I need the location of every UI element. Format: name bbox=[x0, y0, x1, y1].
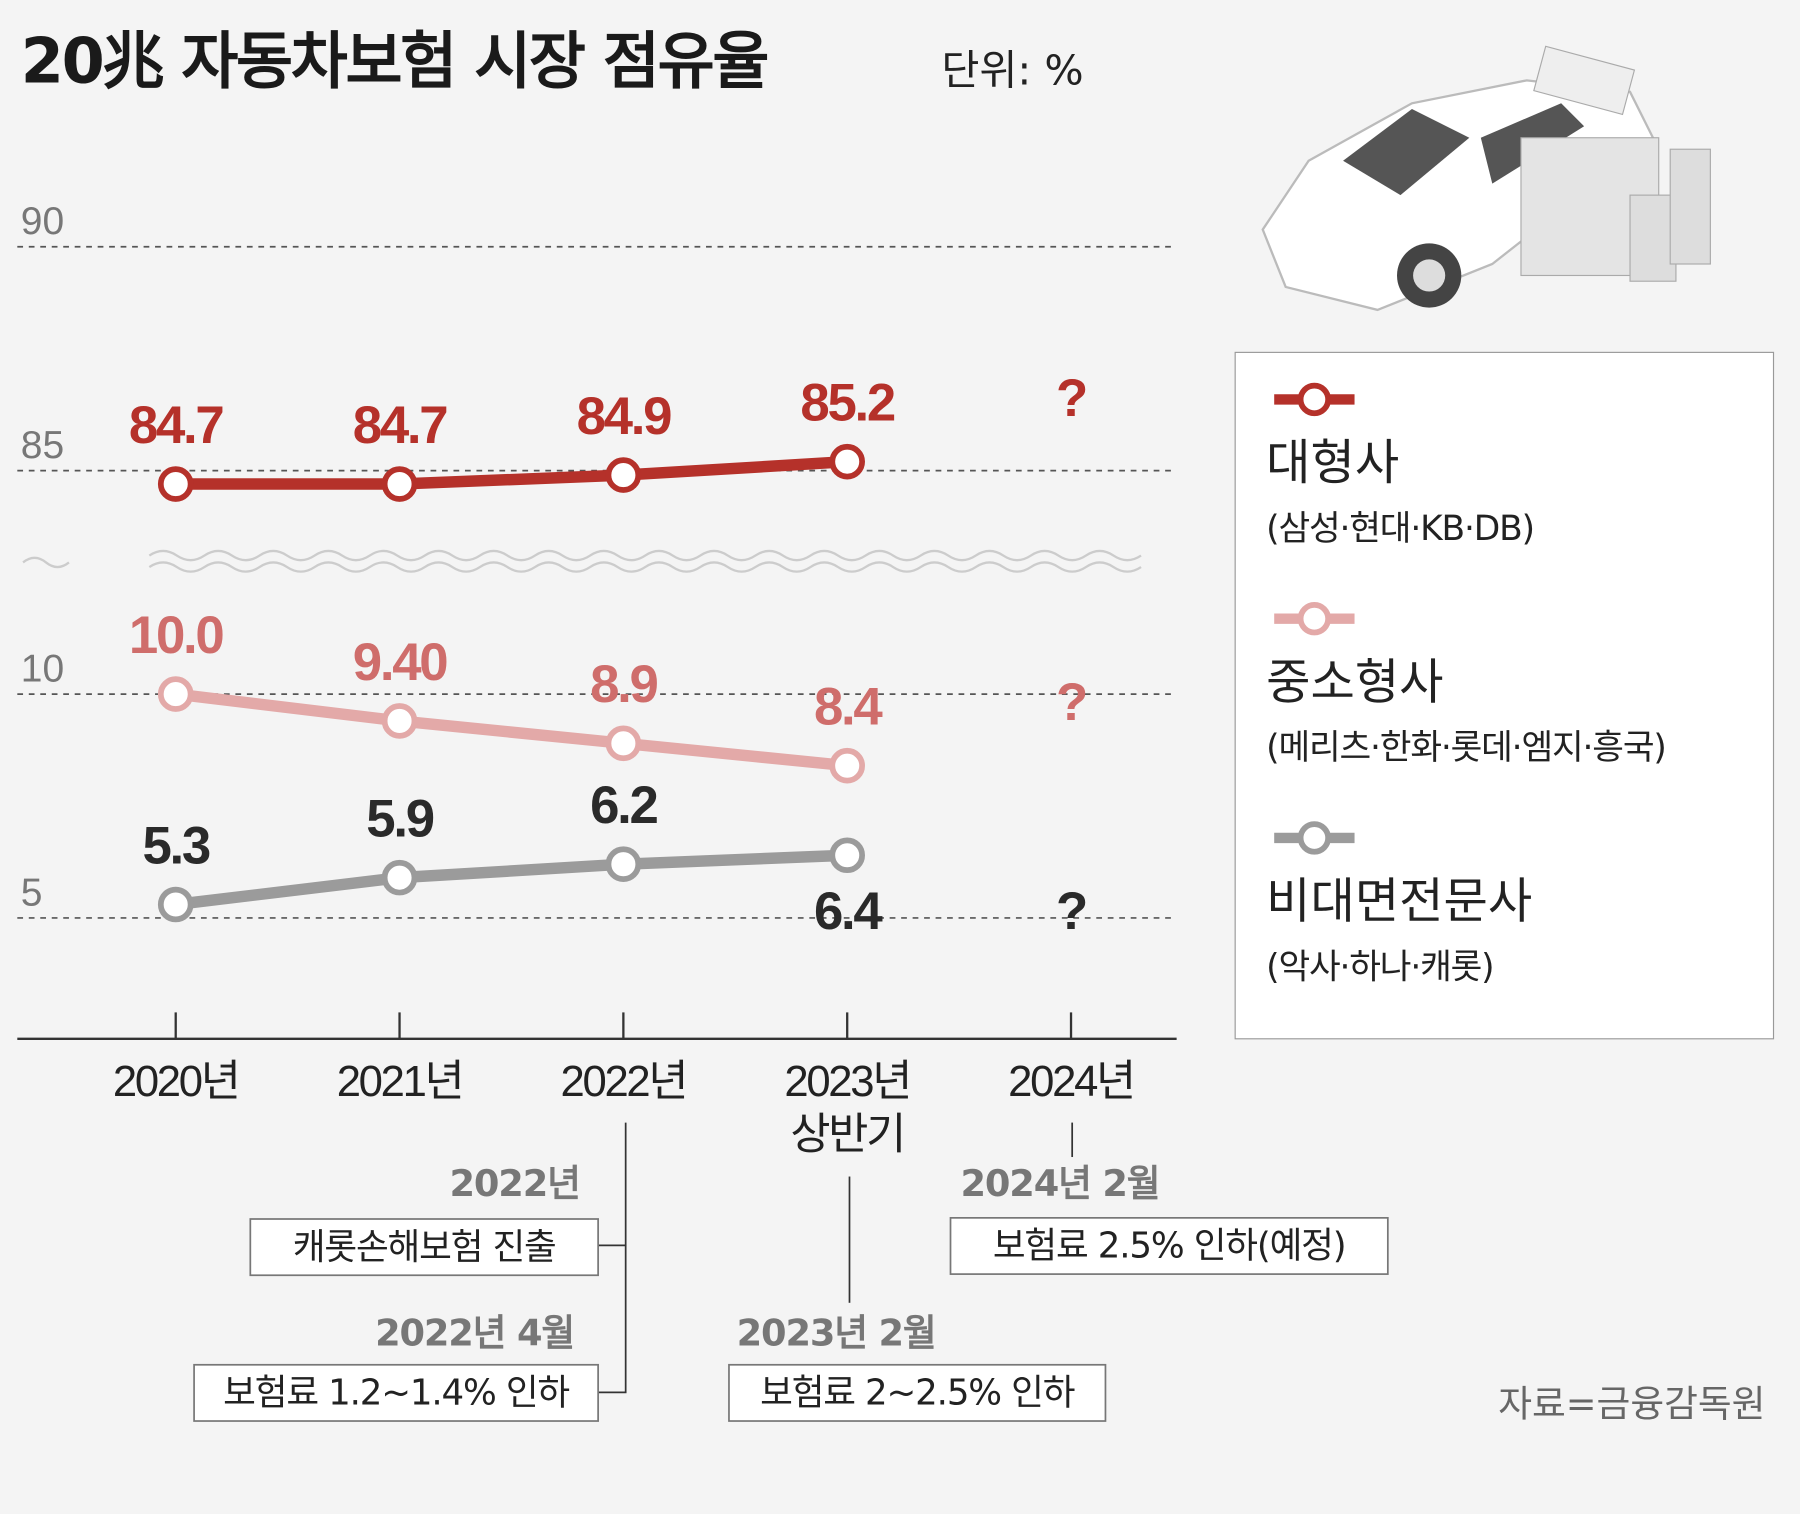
annotation-box bbox=[249, 1218, 599, 1277]
legend-members: (악사·하나·캐롯) bbox=[1266, 947, 1493, 987]
legend-name: 비대면전문사 bbox=[1266, 873, 1532, 929]
annotation-box bbox=[728, 1363, 1107, 1422]
annotation-text: 보험료 2~2.5% 인하 bbox=[760, 1373, 1075, 1414]
x-tick-label: 2023년 상반기 bbox=[784, 1058, 912, 1160]
series-line bbox=[175, 455, 848, 490]
value-label: ? bbox=[1056, 882, 1086, 941]
legend-members: (삼성·현대·KB·DB) bbox=[1266, 509, 1534, 549]
unit: 단위: % bbox=[941, 46, 1083, 94]
legend-marker bbox=[1297, 602, 1332, 636]
point bbox=[829, 443, 865, 480]
y-tick-label: 90 bbox=[21, 200, 64, 243]
value-label: 6.4 bbox=[814, 882, 883, 941]
annotation-date: 2022년 bbox=[450, 1162, 580, 1205]
value-label: 85.2 bbox=[800, 374, 895, 433]
legend-members: (메리츠·한화·롯데·엠지·흥국) bbox=[1266, 728, 1665, 768]
point bbox=[829, 837, 865, 874]
annotation-date: 2022년 4월 bbox=[375, 1311, 574, 1354]
annotation-text: 캐롯손해보험 진출 bbox=[293, 1227, 556, 1268]
point bbox=[157, 676, 194, 712]
annotation-box bbox=[193, 1363, 599, 1422]
annotation-box bbox=[949, 1216, 1389, 1275]
legend-name: 대형사 bbox=[1266, 435, 1399, 491]
x-tick-label-box: 2021년 bbox=[336, 1058, 465, 1107]
legend-box bbox=[1234, 351, 1775, 1040]
annotation-date: 2023년 2월 bbox=[737, 1311, 936, 1354]
point bbox=[381, 466, 418, 502]
chart-title: 20兆 자동차보험 시장 점유율 bbox=[21, 25, 768, 98]
annotation-date: 2024년 2월 bbox=[960, 1162, 1159, 1205]
annotation-connector bbox=[598, 1245, 627, 1394]
value-label: 84.7 bbox=[129, 396, 224, 455]
x-tick-label-box: 2020년 bbox=[112, 1058, 241, 1107]
legend-marker bbox=[1297, 382, 1332, 417]
point bbox=[381, 859, 418, 896]
axis-break bbox=[22, 549, 1142, 573]
source: 자료=금융감독원 bbox=[1498, 1383, 1765, 1426]
x-tick-label-box: 2022년 bbox=[560, 1058, 689, 1107]
legend-name: 중소형사 bbox=[1266, 654, 1443, 710]
annotation-text: 보험료 1.2~1.4% 인하 bbox=[223, 1373, 569, 1414]
value-label: 5.3 bbox=[142, 816, 209, 875]
value-label: 8.9 bbox=[590, 655, 657, 714]
point bbox=[381, 703, 418, 739]
x-tick-label: 2020년 bbox=[112, 1058, 241, 1107]
value-label: 8.4 bbox=[814, 678, 883, 737]
point bbox=[157, 886, 194, 923]
car-illustration bbox=[1261, 45, 1711, 312]
point bbox=[605, 457, 642, 493]
x-tick-label: 2021년 bbox=[336, 1058, 465, 1107]
series-line bbox=[175, 688, 848, 772]
x-tick-label-box: 2023년 상반기 bbox=[784, 1058, 912, 1160]
series-line bbox=[175, 849, 848, 911]
y-tick-label: 85 bbox=[21, 424, 64, 467]
value-label: 6.2 bbox=[590, 776, 657, 835]
value-label: 10.0 bbox=[129, 606, 224, 665]
y-tick-label: 5 bbox=[21, 871, 43, 914]
point bbox=[157, 466, 194, 502]
legend-marker bbox=[1297, 821, 1332, 855]
y-tick-label: 10 bbox=[21, 647, 64, 690]
value-label: 84.9 bbox=[577, 387, 672, 446]
x-tick-label: 2022년 bbox=[560, 1058, 689, 1107]
annotation-text: 보험료 2.5% 인하(예정) bbox=[993, 1226, 1346, 1267]
value-label: 5.9 bbox=[366, 789, 433, 848]
x-tick-label: 2024년 bbox=[1008, 1058, 1136, 1107]
value-label: 84.7 bbox=[353, 396, 448, 455]
value-label: ? bbox=[1056, 369, 1086, 428]
point bbox=[605, 846, 642, 882]
value-label: 9.40 bbox=[353, 633, 448, 692]
point bbox=[829, 747, 865, 784]
x-tick-label-box: 2024년 bbox=[1008, 1058, 1136, 1107]
value-label: ? bbox=[1056, 673, 1086, 732]
point bbox=[605, 725, 642, 762]
